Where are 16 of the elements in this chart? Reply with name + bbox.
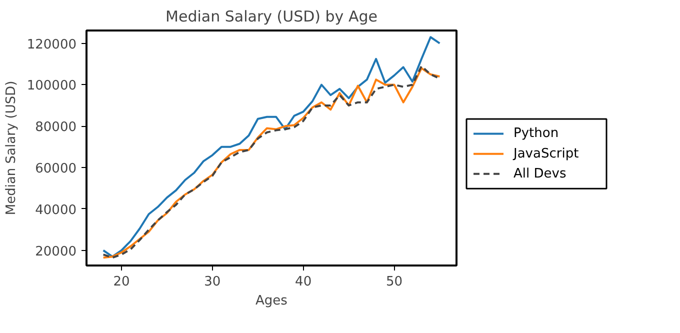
legend-label: JavaScript xyxy=(512,146,579,162)
y-tick-label: 120000 xyxy=(26,37,77,52)
y-tick-label: 20000 xyxy=(35,244,77,260)
y-tick-label: 100000 xyxy=(26,78,77,94)
y-tick-label: 80000 xyxy=(35,120,77,136)
y-axis-title: Median Salary (USD) xyxy=(4,80,19,216)
chart-title: Median Salary (USD) by Age xyxy=(166,8,378,26)
y-tick-label: 60000 xyxy=(35,162,77,177)
y-tick-label: 40000 xyxy=(35,202,77,218)
legend-label: Python xyxy=(514,126,559,142)
x-tick-label: 20 xyxy=(113,274,130,290)
x-axis-title: Ages xyxy=(256,294,288,308)
x-tick-label: 30 xyxy=(204,274,221,290)
x-tick-label: 40 xyxy=(295,274,312,290)
x-tick-label: 50 xyxy=(386,274,403,290)
legend-label: All Devs xyxy=(514,166,566,182)
